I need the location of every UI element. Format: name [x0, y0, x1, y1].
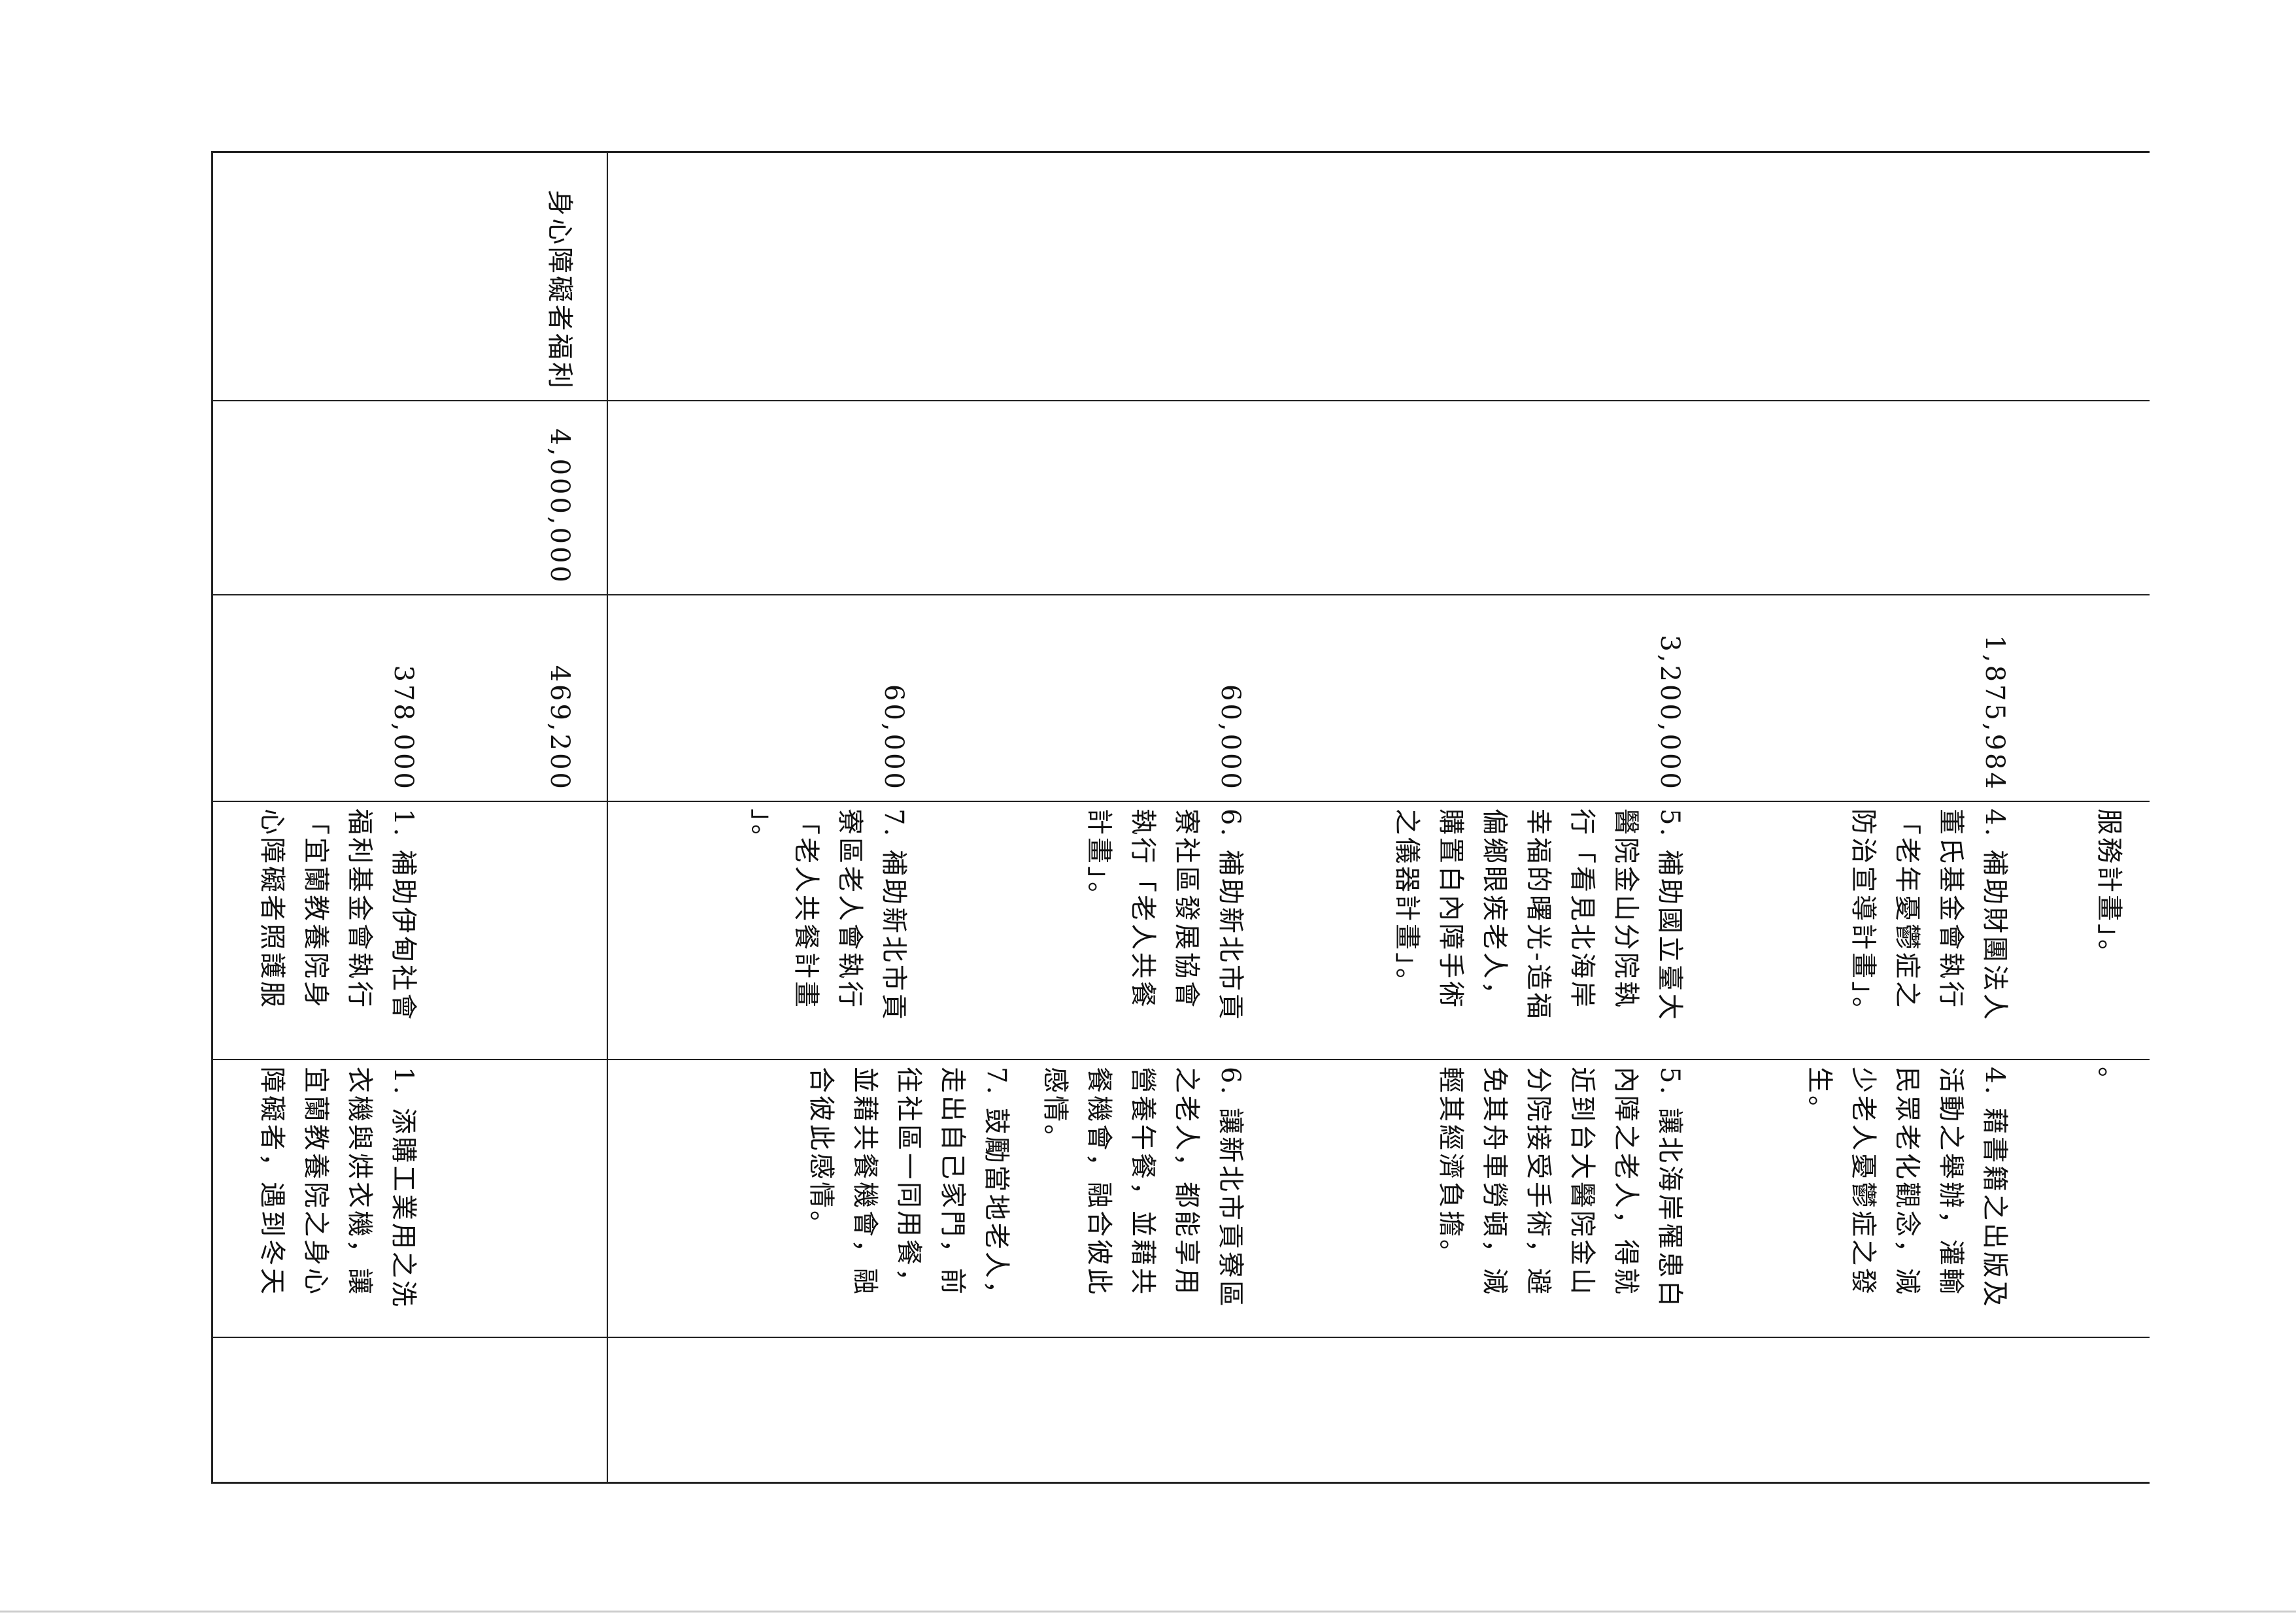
benefit-text: 。: [2087, 1067, 2131, 1095]
text-line: 感情。: [1040, 1067, 1070, 1153]
text-line: 宜蘭教養院之身心: [301, 1067, 331, 1297]
text-line: 469,200: [545, 665, 575, 792]
plan-text: 6. 補助新北市貢 寮社區發展協會 執行「老人共餐 計畫」。: [1077, 809, 1252, 1022]
text-line: 營養午餐，並藉共: [1128, 1067, 1158, 1297]
amount: 60,000: [871, 594, 915, 792]
text-line: 並藉共餐機會，融: [850, 1067, 880, 1297]
text-line: 60,000: [1215, 684, 1245, 792]
text-line: 寮區老人會執行: [835, 809, 865, 1010]
text-line: 7. 鼓勵當地老人，: [981, 1067, 1011, 1309]
plan-text: 服務計畫」。: [2087, 809, 2131, 968]
plan-text: 5. 補助國立臺大 醫院金山分院執 行「看見北海岸 幸福的曙光-造福 偏鄉眼疾老人， 購置…: [1385, 809, 1691, 1022]
row-divider: [607, 151, 608, 1483]
amount: 469,200: [537, 594, 581, 792]
table-border: [211, 400, 2150, 401]
text-line: 」。: [747, 809, 777, 853]
benefit-text: 4. 藉書籍之出版及 活動之舉辦，灌輸 民眾老化觀念，減 少老人憂鬱症之發 生。: [1797, 1067, 2016, 1309]
plan-text: 1. 補助伊甸社會 福利基金會執行 「宜蘭教養院身 心障礙者照護服: [250, 809, 425, 1022]
text-line: 偏鄉眼疾老人，: [1479, 809, 1510, 1010]
text-line: 餐機會，融合彼此: [1084, 1067, 1114, 1297]
text-line: 醫院金山分院執: [1611, 809, 1641, 1010]
text-line: 之儀器計畫」。: [1392, 809, 1422, 997]
text-line: 購置白內障手術: [1436, 809, 1466, 1010]
text-line: 往社區一同用餐，: [894, 1067, 924, 1297]
text-line: 60,000: [879, 684, 909, 792]
text-line: 衣機與烘衣機，讓: [345, 1067, 375, 1297]
text-line: 身心障礙者福利: [545, 190, 575, 391]
budget: 4,000,000: [537, 400, 581, 585]
text-line: 內障之老人，得就: [1611, 1067, 1641, 1297]
text-line: 4. 藉書籍之出版及: [1980, 1067, 2010, 1309]
text-line: 5. 讓北海岸罹患白: [1655, 1067, 1685, 1309]
amount: 378,000: [381, 594, 425, 792]
text-line: 障礙者，遇到冬天: [257, 1067, 287, 1297]
scan-edge: [0, 1611, 2296, 1613]
text-line: 6. 補助新北市貢: [1215, 809, 1245, 1022]
text-line: 防治宣導計畫」。: [1848, 809, 1878, 1026]
benefit-text: 6. 讓新北市貢寮區 之老人，都能享用 營養午餐，並藉共 餐機會，融合彼此 感情。: [1033, 1067, 1252, 1309]
text-line: 4,000,000: [545, 428, 575, 585]
amount: 3,200,000: [1647, 594, 1691, 792]
benefit-text: 1. 添購工業用之洗 衣機與烘衣機，讓 宜蘭教養院之身心 障礙者，遇到冬天: [250, 1067, 425, 1309]
text-line: 近到台大醫院金山: [1567, 1067, 1597, 1297]
text-line: 「老人共餐計畫: [791, 809, 821, 1010]
text-line: 「宜蘭教養院身: [301, 809, 331, 1010]
text-line: 計畫」。: [1084, 809, 1114, 911]
text-line: 免其舟車勞頓，減: [1479, 1067, 1510, 1297]
text-line: 服務計畫」。: [2094, 809, 2124, 968]
table-border: [211, 801, 2150, 802]
text-line: 1. 添購工業用之洗: [388, 1067, 418, 1309]
text-line: 民眾老化觀念，減: [1892, 1067, 1922, 1297]
text-line: 活動之舉辦，灌輸: [1936, 1067, 1966, 1297]
text-line: 4. 補助財團法人: [1980, 809, 2010, 1022]
text-line: 輕其經濟負擔。: [1436, 1067, 1466, 1268]
text-line: 。: [2094, 1067, 2124, 1095]
text-line: 分院接受手術，避: [1523, 1067, 1553, 1297]
text-line: 7. 補助新北市貢: [879, 809, 909, 1022]
text-line: 少老人憂鬱症之發: [1848, 1067, 1878, 1297]
text-line: 6. 讓新北市貢寮區: [1215, 1067, 1245, 1309]
text-line: 3,200,000: [1655, 635, 1685, 792]
plan-text: 4. 補助財團法人 董氏基金會執行 「老年憂鬱症之 防治宣導計畫」。: [1841, 809, 2016, 1026]
table-border: [211, 1059, 2150, 1060]
benefit-text: 5. 讓北海岸罹患白 內障之老人，得就 近到台大醫院金山 分院接受手術，避 免其舟車勞頓…: [1428, 1067, 1691, 1309]
text-line: 生。: [1804, 1067, 1834, 1124]
text-line: 「老年憂鬱症之: [1892, 809, 1922, 1010]
plan-text: 7. 補助新北市貢 寮區老人會執行 「老人共餐計畫」。: [740, 809, 915, 1022]
table-border: [211, 1337, 2150, 1338]
text-line: 行「看見北海岸: [1567, 809, 1597, 1010]
table-border: [211, 151, 2150, 153]
text-line: 5. 補助國立臺大: [1655, 809, 1685, 1022]
text-line: 走出自己家門，前: [937, 1067, 968, 1297]
text-line: 心障礙者照護服: [257, 809, 287, 1010]
table-border: [211, 1482, 2150, 1484]
text-line: 幸福的曙光-造福: [1523, 809, 1553, 1022]
text-line: 之老人，都能享用: [1172, 1067, 1202, 1297]
text-line: 寮社區發展協會: [1172, 809, 1202, 1010]
text-line: 執行「老人共餐: [1128, 809, 1158, 1010]
text-line: 378,000: [388, 665, 418, 792]
amount: 1,875,984: [1972, 594, 2016, 792]
text-line: 1,875,984: [1980, 635, 2010, 792]
table-border: [211, 594, 2150, 595]
text-line: 合彼此感情。: [806, 1067, 836, 1239]
text-line: 福利基金會執行: [345, 809, 375, 1010]
benefit-text: 7. 鼓勵當地老人， 走出自己家門，前 往社區一同用餐， 並藉共餐機會，融 合彼此感情。: [799, 1067, 1018, 1309]
text-line: 董氏基金會執行: [1936, 809, 1966, 1010]
category: 身心障礙者福利: [537, 151, 581, 391]
amount: 60,000: [1208, 594, 1252, 792]
table-border: [211, 151, 213, 1483]
text-line: 1. 補助伊甸社會: [388, 809, 418, 1022]
